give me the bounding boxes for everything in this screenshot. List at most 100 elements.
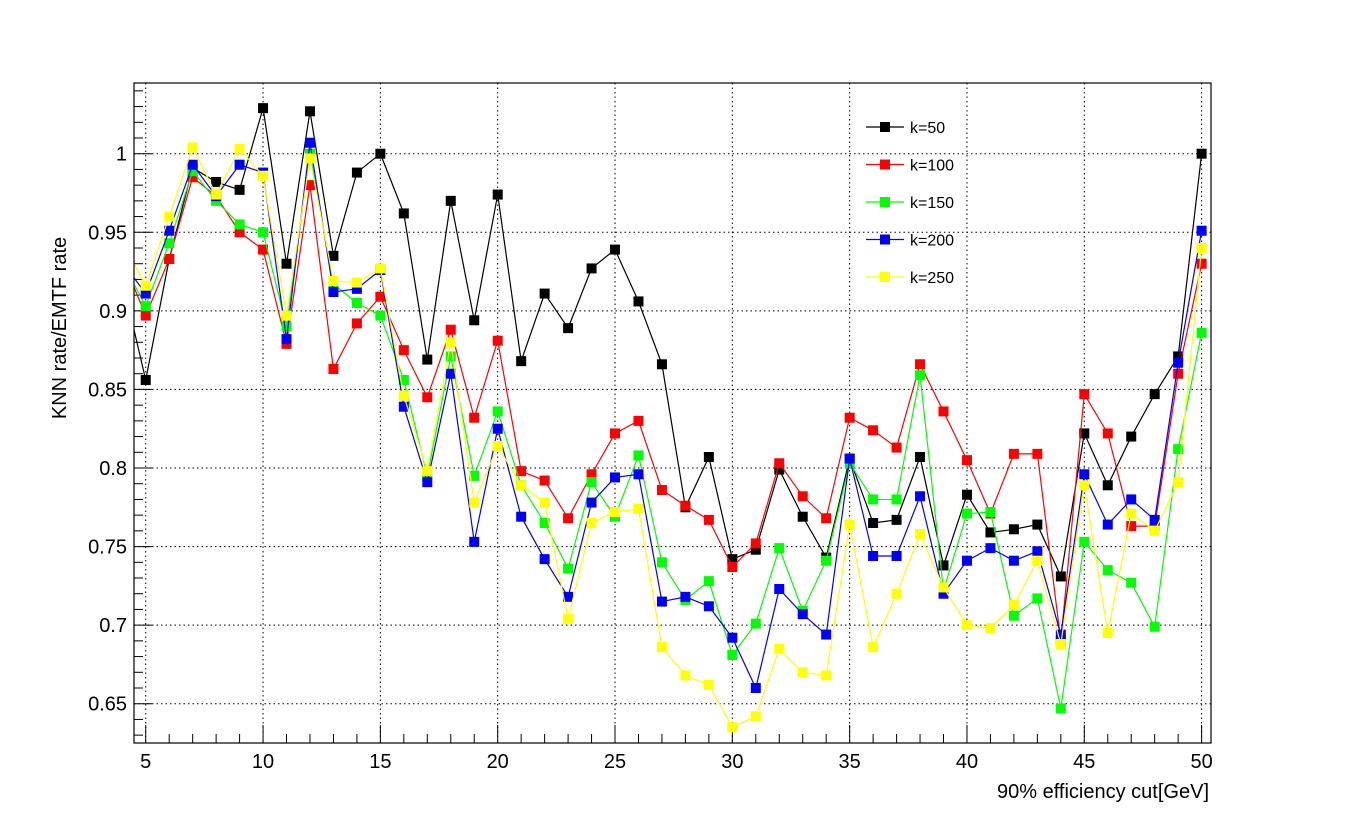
data-point [1032, 593, 1043, 604]
data-point [516, 356, 527, 367]
data-point [891, 514, 902, 525]
data-point [633, 503, 644, 514]
y-tick-label: 1 [116, 144, 127, 166]
data-point [304, 153, 315, 164]
data-point [375, 291, 386, 302]
data-point [328, 250, 339, 261]
series-line [134, 107, 1203, 579]
data-point [1173, 357, 1184, 368]
series-line [134, 142, 1203, 690]
data-point [234, 184, 245, 195]
data-point [985, 623, 996, 634]
data-point [774, 464, 785, 475]
data-point [586, 469, 597, 480]
data-point [797, 511, 808, 522]
data-point [492, 406, 503, 417]
data-point [1008, 448, 1019, 459]
data-point [1055, 629, 1066, 640]
x-axis-title: 90% efficiency cut[GeV] [997, 781, 1209, 803]
data-point [891, 588, 902, 599]
data-point [1149, 621, 1160, 632]
data-point [258, 244, 269, 255]
data-point [445, 337, 456, 348]
data-point [656, 485, 667, 495]
legend-item: k=150 [866, 195, 954, 212]
data-point [915, 491, 926, 502]
plot-frame [133, 82, 1212, 744]
x-tick-label: 20 [487, 751, 509, 773]
data-point [140, 280, 151, 291]
legend-marker [880, 272, 890, 282]
data-point [868, 494, 879, 505]
data-point [351, 283, 362, 294]
data-point [563, 513, 574, 524]
data-point [328, 276, 339, 286]
data-point [1149, 525, 1160, 536]
data-point [516, 511, 527, 522]
y-tick-label: 0.8 [99, 458, 127, 480]
data-point [469, 470, 480, 481]
data-point [1196, 225, 1207, 236]
data-point [539, 288, 550, 299]
data-point [891, 551, 902, 561]
data-point [234, 144, 245, 154]
data-point [304, 180, 315, 191]
data-point [516, 480, 527, 491]
data-point [961, 555, 972, 566]
data-point [258, 227, 269, 238]
data-point [211, 177, 222, 187]
data-point [680, 670, 691, 681]
data-point [375, 310, 386, 321]
data-point [985, 543, 996, 554]
data-point [891, 442, 902, 453]
data-point [797, 609, 808, 620]
data-point [140, 310, 151, 321]
x-tick-label: 15 [369, 751, 391, 773]
data-point [445, 324, 456, 335]
data-point [445, 195, 456, 206]
data-point [750, 544, 761, 555]
x-tick-label: 25 [604, 751, 626, 773]
legend: k=50 k=100 k=150 k=200 k=250 [866, 120, 954, 287]
data-point [915, 359, 926, 370]
data-point [187, 166, 198, 176]
data-point [1008, 524, 1019, 535]
data-point [1126, 577, 1137, 588]
legend-label: k=250 [910, 270, 954, 287]
data-point [1055, 571, 1066, 582]
data-point [586, 263, 597, 274]
data-point [750, 618, 761, 629]
data-point [422, 466, 433, 477]
legend-item: k=250 [866, 270, 954, 287]
data-point [1079, 428, 1090, 439]
data-point [703, 514, 714, 525]
data-point [1173, 351, 1184, 362]
data-point [961, 508, 972, 519]
x-tick-label: 45 [1073, 751, 1095, 773]
data-point [1173, 477, 1184, 488]
data-point [492, 189, 503, 200]
data-point [1008, 599, 1019, 610]
data-point [797, 491, 808, 502]
data-point [164, 254, 175, 264]
data-point [469, 497, 480, 508]
data-point [915, 529, 926, 539]
data-point [727, 562, 738, 572]
data-point [398, 375, 409, 385]
data-point [164, 211, 175, 222]
data-point [868, 425, 879, 436]
data-point [1196, 148, 1207, 159]
data-point [821, 629, 832, 640]
series-group [134, 103, 1207, 733]
data-point [656, 596, 667, 607]
axis-ticks [134, 90, 1203, 743]
y-tick-label: 0.7 [99, 615, 127, 637]
data-point [774, 458, 785, 469]
data-point [844, 453, 855, 464]
data-point [445, 368, 456, 379]
legend-label: k=150 [910, 195, 954, 212]
data-point [1102, 628, 1113, 638]
data-point [915, 370, 926, 381]
data-point [1173, 444, 1184, 455]
data-point [563, 563, 574, 574]
